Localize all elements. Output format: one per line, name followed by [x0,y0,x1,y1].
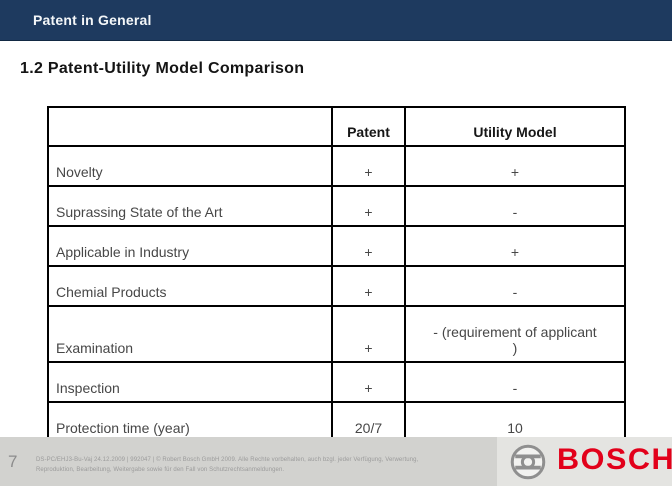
table-row: Examination + - (requirement of applican… [47,305,626,363]
row-label: Protection time (year) [47,401,333,443]
patent-value: + [331,145,406,187]
table-row: Chemial Products + - [47,265,626,307]
table-row: Novelty + + [47,145,626,187]
utility-value: - (requirement of applicant ) [404,305,626,363]
slide-title: Patent in General [33,12,152,28]
table-row: Inspection + - [47,361,626,403]
row-label: Novelty [47,145,333,187]
utility-value: - [404,361,626,403]
patent-value: + [331,361,406,403]
comparison-table: Patent Utility Model Novelty + + Suprass… [47,106,626,443]
header-patent: Patent [331,106,406,147]
footer-note-line1: DS-PC/EHJ3-Bu-Vaj 24.12.2009 | 992047 | … [36,457,419,463]
utility-value: 10 [404,401,626,443]
row-label: Examination [47,305,333,363]
row-label: Chemial Products [47,265,333,307]
row-label: Inspection [47,361,333,403]
footer: 7 DS-PC/EHJ3-Bu-Vaj 24.12.2009 | 992047 … [0,437,672,486]
section-heading: 1.2 Patent-Utility Model Comparison [20,60,305,77]
patent-value: + [331,265,406,307]
row-label: Suprassing State of the Art [47,185,333,227]
header-utility-model: Utility Model [404,106,626,147]
patent-value: + [331,225,406,267]
utility-value: - [404,265,626,307]
bosch-armature-icon [510,444,546,480]
bosch-logo: BOSCH [557,443,672,476]
table-row: Protection time (year) 20/7 10 [47,401,626,443]
slide-title-bar: Patent in General [0,0,672,41]
row-label: Applicable in Industry [47,225,333,267]
utility-value: + [404,225,626,267]
utility-value: + [404,145,626,187]
patent-value: + [331,185,406,227]
page-number: 7 [8,452,18,471]
table-row: Suprassing State of the Art + - [47,185,626,227]
footer-notes: DS-PC/EHJ3-Bu-Vaj 24.12.2009 | 992047 | … [36,455,486,475]
footer-note-line2: Reproduktion, Bearbeitung, Weitergabe so… [36,467,285,473]
patent-value: + [331,305,406,363]
header-feature [47,106,333,147]
patent-value: 20/7 [331,401,406,443]
table-header-row: Patent Utility Model [47,106,626,147]
table-row: Applicable in Industry + + [47,225,626,267]
utility-value: - [404,185,626,227]
